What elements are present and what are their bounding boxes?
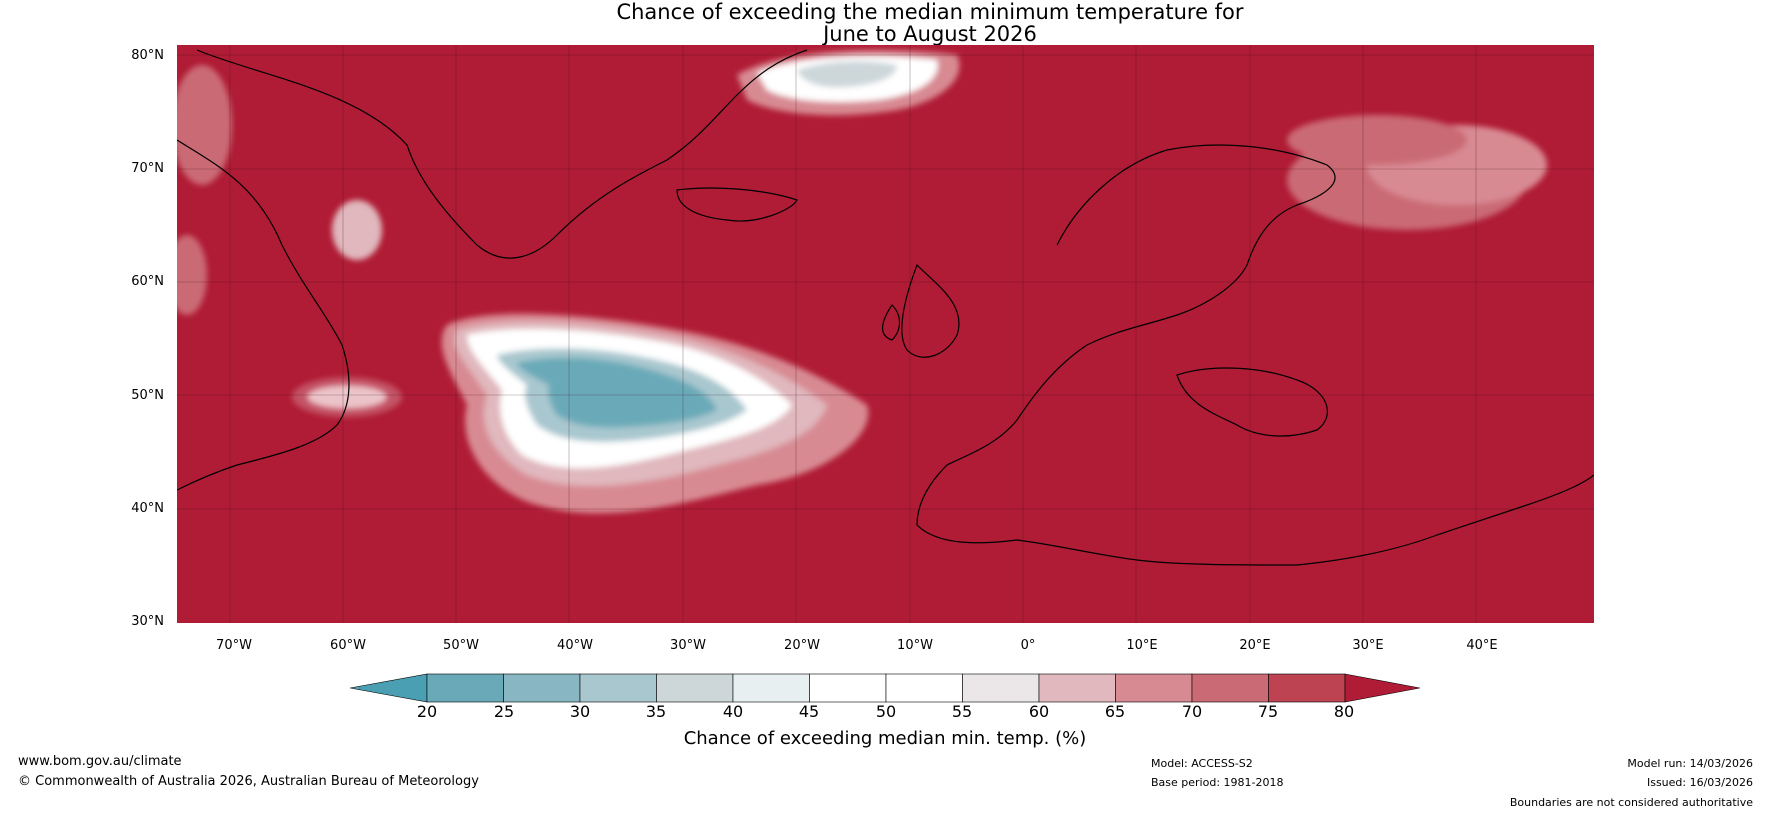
- lon-label-10e: 10°E: [1126, 638, 1158, 653]
- lon-label-30e: 30°E: [1352, 638, 1384, 653]
- lon-label-30w: 30°W: [670, 638, 706, 653]
- colorbar-tick: 25: [493, 702, 515, 721]
- lon-label-0: 0°: [1020, 638, 1036, 653]
- colorbar-label: Chance of exceeding median min. temp. (%…: [683, 728, 1087, 749]
- colorbar-segment: [656, 673, 734, 703]
- colorbar-segment: [962, 673, 1040, 703]
- colorbar-segment: [809, 673, 887, 703]
- colorbar-tick: 80: [1333, 702, 1355, 721]
- lon-label-70w: 70°W: [216, 638, 252, 653]
- base-period-text: Base period: 1981-2018: [1151, 776, 1284, 789]
- colorbar-tick: 35: [645, 702, 667, 721]
- colorbar-segment: [426, 673, 504, 703]
- graticule: [177, 45, 1594, 623]
- colorbar-segment: [1115, 673, 1193, 703]
- colorbar-segment: [1268, 673, 1346, 703]
- colorbar-tick: 40: [722, 702, 744, 721]
- colorbar-segment: [503, 673, 581, 703]
- lon-label-20e: 20°E: [1239, 638, 1271, 653]
- colorbar-tick: 75: [1257, 702, 1279, 721]
- lat-label-50n: 50°N: [131, 388, 164, 403]
- model-text: Model: ACCESS-S2: [1151, 757, 1253, 770]
- lat-label-60n: 60°N: [131, 274, 164, 289]
- colorbar-segment: [1191, 673, 1269, 703]
- colorbar-tick: 30: [569, 702, 591, 721]
- colorbar-segment: [1038, 673, 1116, 703]
- colorbar-extend-low: [350, 673, 428, 703]
- colorbar-tick: 50: [875, 702, 897, 721]
- colorbar: [350, 673, 1420, 703]
- disclaimer-text: Boundaries are not considered authoritat…: [1509, 796, 1753, 809]
- anomaly-north-atlantic: [441, 313, 869, 514]
- lat-label-70n: 70°N: [131, 161, 164, 176]
- colorbar-tick: 65: [1104, 702, 1126, 721]
- colorbar-extend-high: [1344, 673, 1420, 703]
- lon-label-40w: 40°W: [557, 638, 593, 653]
- coastlines: [177, 49, 1594, 566]
- colorbar-tick: 45: [798, 702, 820, 721]
- lat-label-40n: 40°N: [131, 501, 164, 516]
- lon-label-20w: 20°W: [784, 638, 820, 653]
- map-title-line2: June to August 2026: [823, 22, 1037, 46]
- lon-label-50w: 50°W: [443, 638, 479, 653]
- copyright-text: © Commonwealth of Australia 2026, Austra…: [18, 774, 479, 789]
- source-url: www.bom.gov.au/climate: [18, 754, 182, 769]
- lat-label-30n: 30°N: [131, 614, 164, 629]
- lon-label-10w: 10°W: [897, 638, 933, 653]
- anomaly-patches: [177, 65, 1547, 417]
- colorbar-tick: 60: [1028, 702, 1050, 721]
- colorbar-segment: [732, 673, 810, 703]
- model-run-text: Model run: 14/03/2026: [1627, 757, 1753, 770]
- lon-label-60w: 60°W: [330, 638, 366, 653]
- lat-label-80n: 80°N: [131, 48, 164, 63]
- lon-label-40e: 40°E: [1466, 638, 1498, 653]
- forecast-map: [177, 45, 1594, 623]
- colorbar-tick: 20: [416, 702, 438, 721]
- colorbar-segment: [579, 673, 657, 703]
- anomaly-greenland-sea: [737, 50, 960, 116]
- issued-text: Issued: 16/03/2026: [1646, 776, 1753, 789]
- map-title-line1: Chance of exceeding the median minimum t…: [616, 0, 1244, 24]
- colorbar-segment: [885, 673, 963, 703]
- colorbar-tick: 55: [951, 702, 973, 721]
- colorbar-tick: 70: [1181, 702, 1203, 721]
